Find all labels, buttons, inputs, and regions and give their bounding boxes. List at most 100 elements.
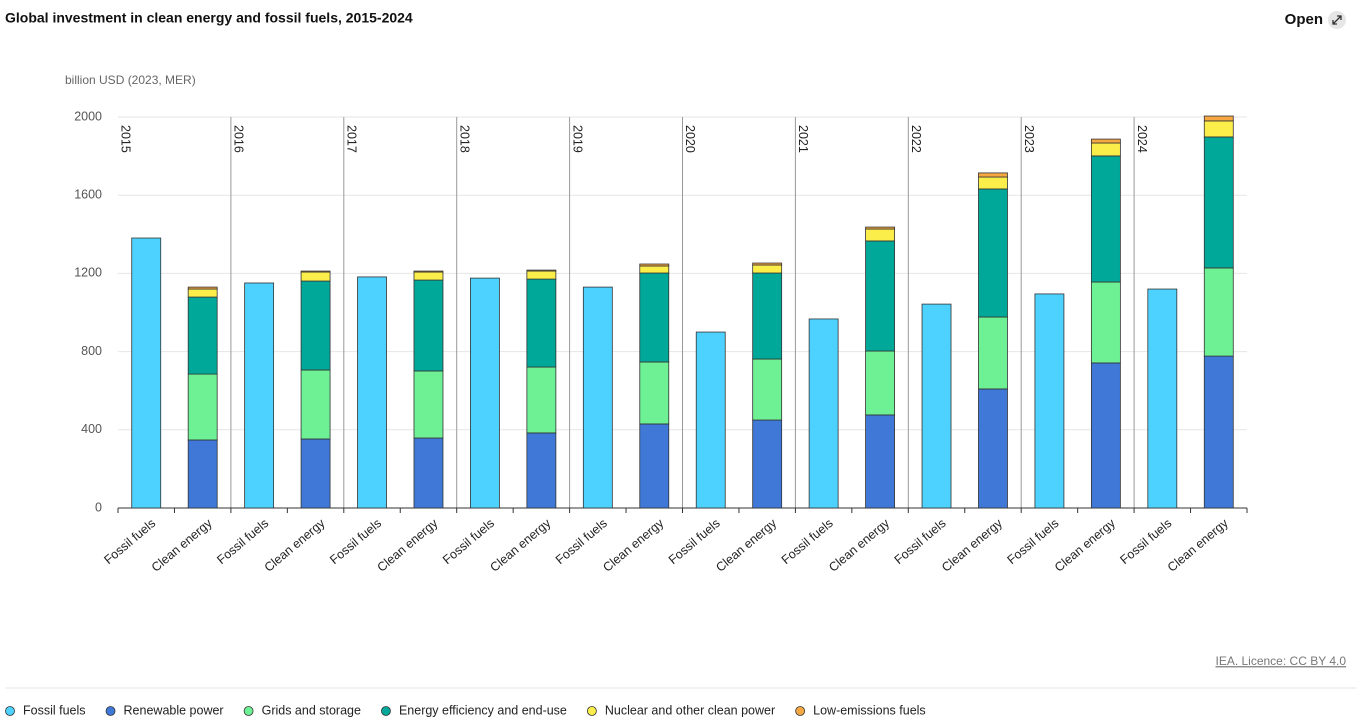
legend-swatch[interactable] bbox=[243, 706, 254, 716]
x-tick-label: Clean energy bbox=[149, 516, 216, 575]
bar-segment bbox=[808, 318, 839, 509]
x-tick-label: Fossil fuels bbox=[1005, 516, 1062, 567]
bar-segment bbox=[300, 270, 331, 273]
legend-swatch[interactable] bbox=[105, 706, 116, 716]
open-button[interactable]: Open bbox=[1285, 11, 1346, 29]
x-tick-label: Fossil fuels bbox=[1117, 516, 1174, 567]
bar-segment bbox=[413, 279, 444, 372]
bar-segment bbox=[413, 271, 444, 281]
bar-segment bbox=[1090, 155, 1121, 283]
legend-swatch[interactable] bbox=[586, 706, 597, 716]
bar-segment bbox=[639, 263, 670, 267]
x-tick-label: Fossil fuels bbox=[779, 516, 836, 567]
x-tick-label: Fossil fuels bbox=[553, 516, 610, 567]
bar-segment bbox=[300, 271, 331, 282]
bar-segment bbox=[865, 414, 895, 509]
bar-segment bbox=[413, 437, 444, 509]
x-tick-label: Clean energy bbox=[939, 516, 1006, 575]
legend-label[interactable]: Nuclear and other clean power bbox=[605, 703, 775, 717]
group-label: 2024 bbox=[1135, 125, 1149, 153]
bar-segment bbox=[1090, 138, 1121, 144]
x-tick-label: Fossil fuels bbox=[101, 516, 158, 567]
y-tick-label: 2000 bbox=[74, 109, 102, 123]
bar-segment bbox=[865, 240, 895, 352]
x-tick-label: Clean energy bbox=[713, 516, 780, 575]
group-label: 2017 bbox=[345, 125, 359, 153]
bar-segment bbox=[752, 262, 783, 266]
bar-segment bbox=[187, 296, 218, 375]
bar-segment bbox=[131, 237, 162, 509]
x-tick-label: Fossil fuels bbox=[440, 516, 497, 567]
bar-segment bbox=[244, 282, 275, 509]
bar-segment bbox=[978, 172, 1008, 178]
bar-segment bbox=[1090, 362, 1121, 509]
bar-segment bbox=[1090, 281, 1121, 364]
bar-segment bbox=[1034, 293, 1065, 509]
legend-label[interactable]: Grids and storage bbox=[262, 703, 361, 717]
bar-segment bbox=[300, 369, 331, 440]
group-label: 2022 bbox=[909, 125, 923, 153]
group-label: 2018 bbox=[457, 125, 471, 153]
bar-segment bbox=[357, 276, 387, 509]
legend-swatch[interactable] bbox=[5, 706, 15, 716]
bar-segment bbox=[1090, 142, 1121, 157]
x-tick-label: Fossil fuels bbox=[892, 516, 949, 567]
bar-segment bbox=[526, 270, 557, 280]
y-tick-label: 400 bbox=[81, 422, 102, 436]
y-axis-label: billion USD (2023, MER) bbox=[65, 73, 196, 87]
bar-segment bbox=[978, 176, 1008, 190]
bar-segment bbox=[187, 286, 218, 290]
source[interactable]: IEA. Licence: CC BY 4.0 bbox=[1215, 654, 1346, 668]
y-tick-label: 800 bbox=[81, 344, 102, 358]
bar-segment bbox=[187, 288, 218, 298]
bar-segment bbox=[921, 303, 952, 509]
open-label[interactable]: Open bbox=[1285, 11, 1323, 28]
bar-segment bbox=[978, 388, 1008, 509]
bar-segment bbox=[865, 226, 895, 230]
bar-segment bbox=[300, 280, 331, 371]
bar-segment bbox=[752, 419, 783, 509]
bar-segment bbox=[582, 286, 613, 509]
bar-segment bbox=[752, 272, 783, 360]
x-tick-label: Fossil fuels bbox=[666, 516, 723, 567]
legend-swatch[interactable] bbox=[381, 706, 391, 716]
legend-label[interactable]: Energy efficiency and end-use bbox=[399, 703, 567, 717]
bar-segment bbox=[639, 272, 670, 363]
group-label: 2023 bbox=[1022, 125, 1036, 153]
bar-segment bbox=[413, 270, 444, 273]
bar-segment bbox=[865, 350, 895, 416]
bar-segment bbox=[752, 358, 783, 421]
x-tick-label: Clean energy bbox=[1165, 516, 1232, 575]
bar-segment bbox=[1203, 355, 1234, 509]
x-tick-label: Fossil fuels bbox=[327, 516, 384, 567]
group-label: 2021 bbox=[796, 125, 810, 153]
group-label: 2020 bbox=[683, 125, 697, 153]
bar-segment bbox=[1203, 120, 1234, 138]
bar-segment bbox=[526, 269, 557, 272]
bar-segment bbox=[1203, 136, 1234, 269]
bar-segment bbox=[187, 373, 218, 441]
bar-segment bbox=[526, 278, 557, 368]
x-tick-label: Clean energy bbox=[375, 516, 442, 575]
y-tick-label: 1200 bbox=[74, 266, 102, 280]
bar-segment bbox=[639, 265, 670, 274]
bar-segment bbox=[526, 366, 557, 434]
bar-segment bbox=[865, 228, 895, 242]
bar-segment bbox=[187, 439, 218, 509]
bar-segment bbox=[470, 277, 500, 509]
chart-title: Global investment in clean energy and fo… bbox=[5, 10, 413, 26]
bar-segment bbox=[695, 331, 726, 509]
x-tick-label: Clean energy bbox=[262, 516, 329, 575]
legend-swatch[interactable] bbox=[795, 706, 806, 716]
x-tick-label: Fossil fuels bbox=[214, 516, 271, 567]
legend-label[interactable]: Renewable power bbox=[124, 703, 224, 717]
y-tick-label: 1600 bbox=[74, 187, 102, 201]
x-tick-label: Clean energy bbox=[826, 516, 893, 575]
legend-label[interactable]: Low-emissions fuels bbox=[813, 703, 926, 717]
bar-segment bbox=[639, 423, 670, 509]
x-tick-label: Clean energy bbox=[1052, 516, 1119, 575]
y-tick-label: 0 bbox=[95, 500, 102, 514]
x-tick-label: Clean energy bbox=[600, 516, 667, 575]
legend-label[interactable]: Fossil fuels bbox=[23, 703, 86, 717]
